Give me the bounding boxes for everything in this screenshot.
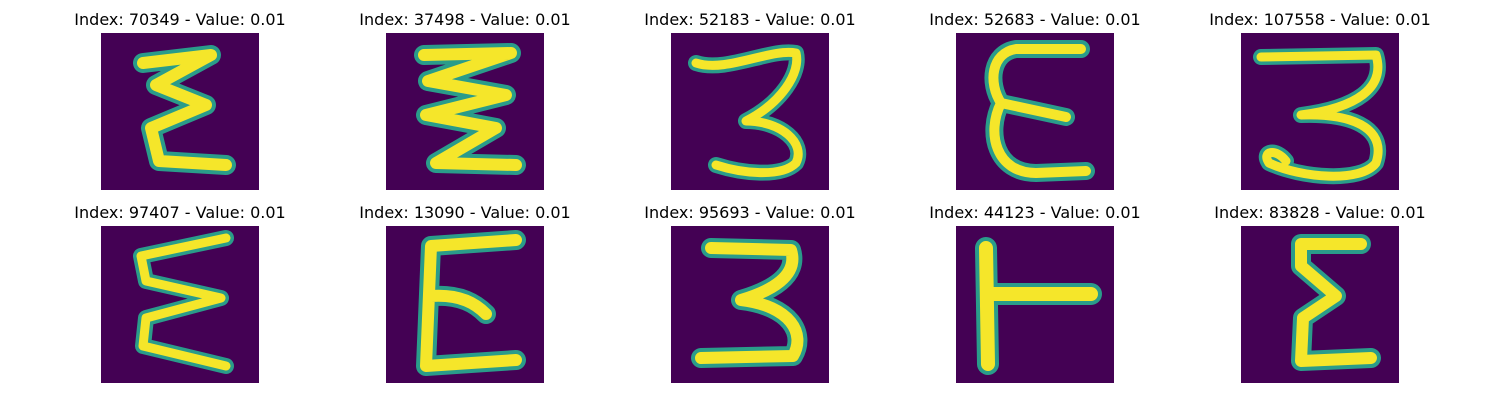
- panel-title: Index: 44123 - Value: 0.01: [929, 203, 1141, 222]
- glyph-image: [386, 226, 544, 383]
- glyph-image: [671, 33, 829, 190]
- panel-title: Index: 97407 - Value: 0.01: [74, 203, 286, 222]
- panel-title: Index: 83828 - Value: 0.01: [1214, 203, 1426, 222]
- panel-title: Index: 107558 - Value: 0.01: [1209, 10, 1431, 29]
- glyph-image: [386, 33, 544, 190]
- panel-title: Index: 13090 - Value: 0.01: [359, 203, 571, 222]
- glyph-image: [671, 226, 829, 383]
- panel-title: Index: 52183 - Value: 0.01: [644, 10, 856, 29]
- panel-title: Index: 70349 - Value: 0.01: [74, 10, 286, 29]
- panel-title: Index: 95693 - Value: 0.01: [644, 203, 856, 222]
- glyph-image: [1241, 226, 1399, 383]
- glyph-image: [101, 33, 259, 190]
- panel-title: Index: 52683 - Value: 0.01: [929, 10, 1141, 29]
- glyph-image: [1241, 33, 1399, 190]
- glyph-image: [956, 226, 1114, 383]
- panel-title: Index: 37498 - Value: 0.01: [359, 10, 571, 29]
- glyph-image: [101, 226, 259, 383]
- glyph-image: [956, 33, 1114, 190]
